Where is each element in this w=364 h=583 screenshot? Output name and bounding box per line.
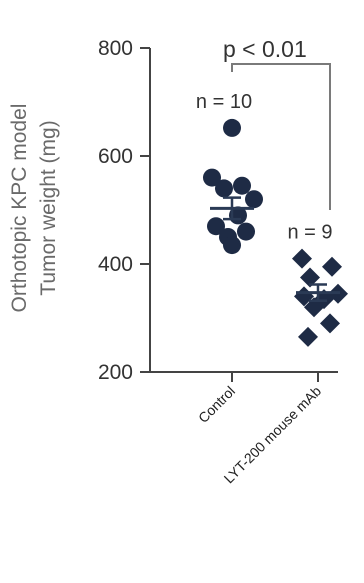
y-tick-label: 800 [98,37,133,60]
y-ticks: 200 400 600 800 [98,37,150,384]
data-point-lyt200 [320,313,340,334]
y-axis-title-line2: Tumor weight (mg) [37,120,60,295]
data-point-control [203,168,221,187]
data-point-lyt200 [292,248,312,269]
data-point-control [223,236,241,255]
data-point-control [237,222,255,241]
n-label: n = 9 [287,222,332,244]
data-point-control [233,176,251,195]
data-point-control [223,118,241,137]
data-points [203,118,348,347]
y-tick-label: 400 [98,253,133,276]
y-tick-label: 200 [98,361,133,384]
data-point-lyt200 [322,256,342,277]
mean-sem-bars [210,196,340,302]
data-point-control [207,217,225,236]
x-category-label: LYT-200 mouse mAb [221,383,325,487]
x-category-label: Control [195,383,238,426]
y-axis-title-line1: Orthotopic KPC model [8,104,31,313]
data-point-lyt200 [300,267,320,288]
significance-bracket [231,63,331,210]
data-point-control [215,179,233,198]
y-tick-label: 600 [98,145,133,168]
y-axis-title: Orthotopic KPC model Tumor weight (mg) [8,104,60,313]
n-labels: n = 10 n = 9 [196,91,333,244]
p-value-annotation: p < 0.01 [223,36,307,62]
data-point-lyt200 [304,297,324,318]
n-label: n = 10 [196,91,252,113]
data-point-lyt200 [298,326,318,347]
data-point-control [245,190,263,209]
